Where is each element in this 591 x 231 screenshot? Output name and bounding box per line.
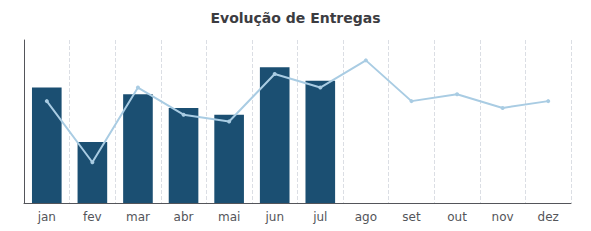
svg-text:nov: nov: [492, 210, 514, 224]
svg-text:mar: mar: [126, 210, 150, 224]
svg-text:jan: jan: [37, 210, 56, 224]
svg-text:out: out: [447, 210, 467, 224]
svg-text:jun: jun: [264, 210, 284, 224]
svg-text:fev: fev: [83, 210, 102, 224]
svg-text:ago: ago: [355, 210, 377, 224]
svg-text:jul: jul: [312, 210, 327, 224]
svg-text:mai: mai: [218, 210, 240, 224]
svg-text:Evolução de Entregas: Evolução de Entregas: [210, 10, 380, 26]
svg-text:dez: dez: [538, 210, 559, 224]
svg-text:set: set: [402, 210, 421, 224]
svg-text:abr: abr: [174, 210, 194, 224]
